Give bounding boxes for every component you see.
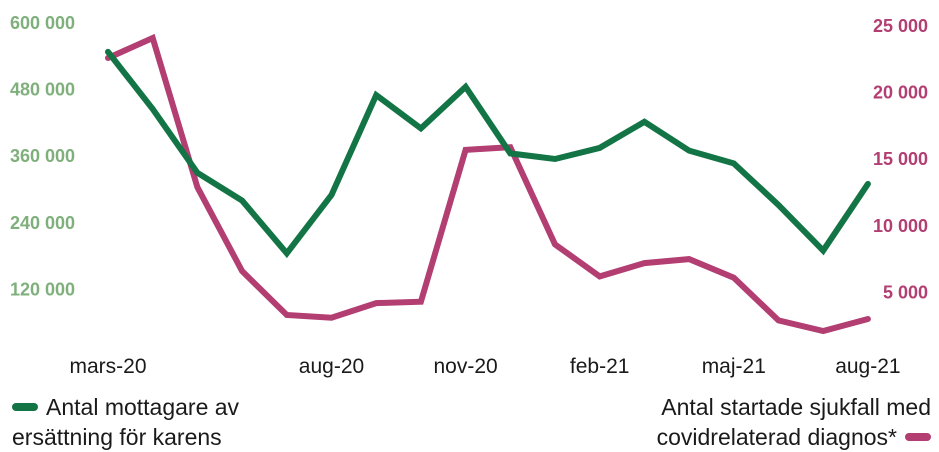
left-axis-tick-label: 360 000 — [10, 146, 75, 166]
x-axis: mars-20 aug-20 nov-20 feb-21 maj-21 aug-21 — [69, 355, 900, 378]
right-axis-tick-label: 10 000 — [873, 216, 928, 236]
series-layer — [108, 38, 868, 331]
legend-label-covid: Antal startade sjukfall med covidrelater… — [657, 394, 931, 450]
x-axis-tick-label: mars-20 — [69, 355, 146, 378]
left-axis-tick-label: 240 000 — [10, 213, 75, 233]
x-axis-tick-label: aug-21 — [835, 355, 900, 378]
left-axis-tick-label: 600 000 — [10, 13, 75, 33]
legend-swatch-magenta — [905, 433, 931, 441]
right-axis-tick-label: 15 000 — [873, 149, 928, 169]
x-axis-tick-label: aug-20 — [299, 355, 364, 378]
x-axis-tick-label: nov-20 — [433, 355, 497, 378]
right-axis-tick-label: 25 000 — [873, 16, 928, 36]
legend-swatch-green — [12, 403, 38, 411]
series-line-karens — [108, 52, 868, 253]
legend-item-covid: Antal startade sjukfall med covidrelater… — [601, 392, 931, 452]
left-axis-tick-label: 480 000 — [10, 80, 75, 100]
legend-label-karens: Antal mottagare av ersättning för karens — [12, 394, 239, 450]
left-axis-tick-label: 120 000 — [10, 279, 75, 299]
legend-item-karens: Antal mottagare av ersättning för karens — [12, 392, 312, 452]
right-axis-tick-label: 5 000 — [883, 282, 928, 302]
right-axis: 5 000 10 000 15 000 20 000 25 000 — [873, 16, 928, 302]
x-axis-tick-label: feb-21 — [570, 355, 630, 378]
left-axis: 120 000 240 000 360 000 480 000 600 000 — [10, 13, 75, 299]
right-axis-tick-label: 20 000 — [873, 83, 928, 103]
x-axis-tick-label: maj-21 — [702, 355, 766, 378]
